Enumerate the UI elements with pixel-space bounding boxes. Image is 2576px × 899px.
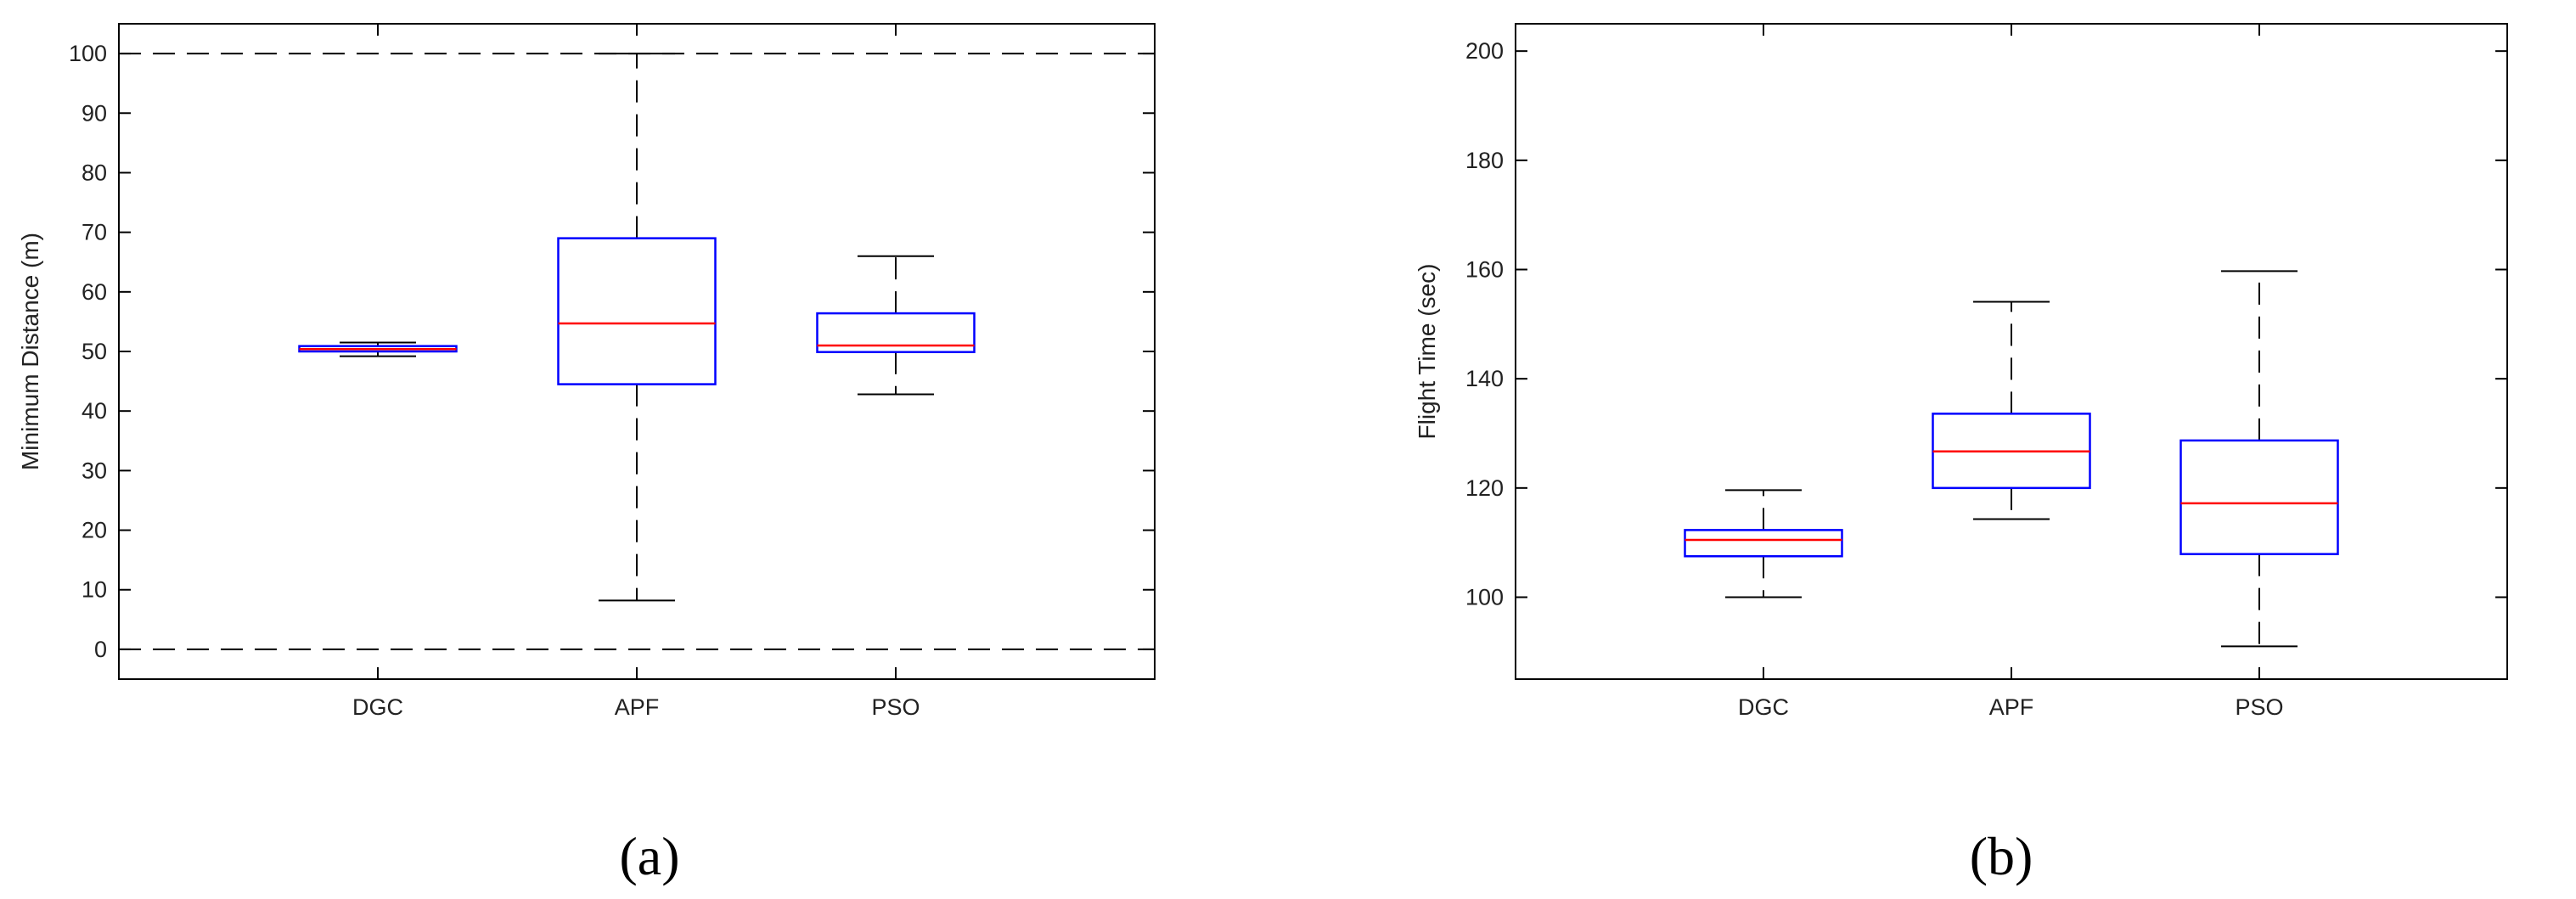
iqr-box: [1684, 529, 1843, 558]
chart-b-ytick-label: 160: [1465, 257, 1504, 283]
chart-a-xtick-label: APF: [615, 694, 660, 720]
iqr-box: [2179, 439, 2339, 555]
chart-b-ylabel: Flight Time (sec): [1414, 264, 1440, 440]
chart-a-ytick-label: 50: [82, 339, 107, 364]
chart-a-ytick-label: 40: [82, 398, 107, 424]
chart-b-ytick-label: 200: [1465, 38, 1504, 64]
chart-b-xtick-label: PSO: [2235, 694, 2283, 720]
chart-a-ytick-label: 90: [82, 100, 107, 126]
chart-a-ytick-label: 0: [94, 637, 107, 662]
chart-b-caption: (b): [1970, 826, 2033, 886]
chart-a-xtick-label: DGC: [352, 694, 403, 720]
chart-a-ytick-label: 80: [82, 160, 107, 185]
iqr-box: [557, 237, 717, 385]
chart-a-ytick-label: 100: [69, 41, 107, 66]
chart-a-ytick-label: 30: [82, 458, 107, 483]
chart-a-box-dgc: [298, 341, 458, 357]
chart-b-box-apf: [1932, 301, 2091, 520]
chart-b-ytick-label: 120: [1465, 475, 1504, 501]
chart-b-xtick-label: APF: [1989, 694, 2034, 720]
chart-b: 100 120 140 160 180 200 DGC APF PSO Flight Time (…: [1414, 23, 2508, 886]
iqr-box: [816, 312, 976, 353]
chart-a-ylabel: Minimum Distance (m): [17, 233, 43, 470]
chart-a-ytick-label: 10: [82, 577, 107, 603]
chart-a-box-pso: [816, 255, 976, 396]
chart-a-ytick-label: 70: [82, 220, 107, 245]
chart-b-box-pso: [2179, 270, 2339, 648]
chart-a: 0 10 20 30 40 50 60 70 80 90 100 DGC APF PSO Minimum D…: [17, 23, 1156, 886]
chart-a-ytick-label: 20: [82, 518, 107, 543]
chart-b-ytick-label: 180: [1465, 148, 1504, 173]
chart-b-ytick-label: 100: [1465, 585, 1504, 610]
chart-b-xtick-label: DGC: [1738, 694, 1789, 720]
chart-a-box-apf: [557, 53, 717, 602]
chart-a-caption: (a): [619, 826, 679, 886]
chart-b-axes-frame: [1515, 23, 2508, 680]
chart-a-xtick-label: PSO: [871, 694, 920, 720]
chart-b-box-dgc: [1684, 489, 1843, 598]
chart-a-ytick-label: 60: [82, 279, 107, 305]
chart-b-ytick-label: 140: [1465, 366, 1504, 391]
